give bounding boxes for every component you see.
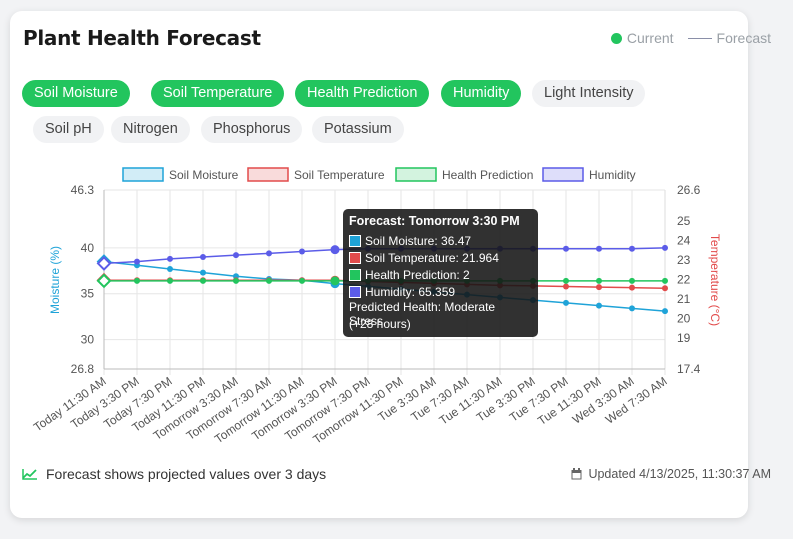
legend-forecast-label: Forecast xyxy=(716,30,771,46)
data-point xyxy=(629,277,635,284)
tooltip-health-note: Predicted Health: Moderate Stress xyxy=(349,300,496,328)
tooltip-swatch xyxy=(349,268,361,281)
y-axis-left-title: Moisture (%) xyxy=(48,246,62,314)
current-forecast-legend: Current Forecast xyxy=(610,30,771,46)
data-point xyxy=(596,302,602,309)
hovered-point xyxy=(330,276,340,286)
data-point xyxy=(563,245,569,252)
tooltip-row-text: Humidity: 65.359 xyxy=(365,284,456,299)
forecast-note-text: Forecast shows projected values over 3 d… xyxy=(46,466,327,482)
data-point xyxy=(167,265,173,272)
data-point xyxy=(200,269,206,276)
legend-current-label: Current xyxy=(626,30,674,46)
legend-forecast: Forecast xyxy=(687,30,771,46)
legend-label: Humidity xyxy=(589,168,636,182)
tooltip-row-text: Soil Temperature: 21.964 xyxy=(365,250,499,265)
legend-swatch xyxy=(395,167,437,182)
right-tick-label: 23 xyxy=(677,253,691,267)
page-title: Plant Health Forecast xyxy=(23,26,261,50)
data-point xyxy=(266,277,272,284)
chip-light-intensity[interactable]: Light Intensity xyxy=(532,80,646,107)
legend-label: Health Prediction xyxy=(442,168,533,182)
left-tick-label: 35 xyxy=(81,287,95,301)
chip-health-prediction[interactable]: Health Prediction xyxy=(295,80,430,107)
chart-tooltip: Forecast: Tomorrow 3:30 PM Soil Moisture… xyxy=(343,209,538,337)
data-point xyxy=(299,248,305,255)
right-tick-label: 24 xyxy=(677,234,691,248)
legend-swatch xyxy=(247,167,289,182)
forecast-note: Forecast shows projected values over 3 d… xyxy=(22,466,326,482)
data-point xyxy=(266,250,272,257)
legend-label: Soil Moisture xyxy=(169,168,239,182)
data-point xyxy=(563,283,569,290)
right-tick-label: 20 xyxy=(677,311,691,325)
data-point xyxy=(662,244,668,251)
right-tick-label: 22 xyxy=(677,273,691,287)
tooltip-row-soil-temperature: Soil Temperature: 21.964 xyxy=(349,249,532,266)
tooltip-row-soil-moisture: Soil Moisture: 36.47 xyxy=(349,232,532,249)
data-point xyxy=(200,277,206,284)
tooltip-swatch xyxy=(349,285,361,298)
current-dot-icon xyxy=(610,32,622,44)
data-point xyxy=(167,277,173,284)
hovered-point xyxy=(330,245,340,255)
data-point xyxy=(596,245,602,252)
y-axis-right-title: Temperature (°C) xyxy=(708,234,722,326)
calendar-icon xyxy=(571,468,582,480)
legend-current: Current xyxy=(610,30,674,46)
updated-text: Updated 4/13/2025, 11:30:37 AM xyxy=(588,467,771,481)
data-point xyxy=(662,285,668,292)
legend-swatch xyxy=(122,167,164,182)
data-point xyxy=(629,305,635,312)
left-tick-label: 26.8 xyxy=(71,362,95,376)
tooltip-row-text: Soil Moisture: 36.47 xyxy=(365,233,472,248)
right-tick-label: 21 xyxy=(677,292,691,306)
current-value-marker xyxy=(96,273,112,289)
data-point xyxy=(629,245,635,252)
tooltip-row-health-prediction: Health Prediction: 2 xyxy=(349,266,532,283)
data-point xyxy=(233,277,239,284)
chip-nitrogen[interactable]: Nitrogen xyxy=(111,116,190,143)
chip-potassium[interactable]: Potassium xyxy=(312,116,404,143)
data-point xyxy=(662,277,668,284)
chip-soil-temperature[interactable]: Soil Temperature xyxy=(151,80,285,107)
legend-label: Soil Temperature xyxy=(294,168,385,182)
tooltip-swatch xyxy=(349,234,361,247)
data-point xyxy=(629,284,635,291)
data-point xyxy=(662,308,668,315)
tooltip-row-text: Health Prediction: 2 xyxy=(365,267,470,282)
data-point xyxy=(563,277,569,284)
data-point xyxy=(167,255,173,262)
data-point xyxy=(299,277,305,284)
updated-timestamp: Updated 4/13/2025, 11:30:37 AM xyxy=(571,467,771,481)
data-point xyxy=(134,277,140,284)
data-point xyxy=(563,299,569,306)
chip-phosphorus[interactable]: Phosphorus xyxy=(201,116,303,143)
right-tick-label: 26.6 xyxy=(677,183,701,197)
tooltip-swatch xyxy=(349,251,361,264)
left-tick-label: 40 xyxy=(81,241,95,255)
tooltip-row-humidity: Humidity: 65.359 xyxy=(349,283,532,300)
right-tick-label: 19 xyxy=(677,331,691,345)
chip-humidity[interactable]: Humidity xyxy=(441,80,522,107)
left-tick-label: 30 xyxy=(81,333,95,347)
data-point xyxy=(200,254,206,261)
trend-chart-icon xyxy=(22,469,37,480)
left-tick-label: 46.3 xyxy=(71,183,95,197)
current-value-marker xyxy=(96,256,112,271)
right-tick-label: 25 xyxy=(677,214,691,228)
data-point xyxy=(233,252,239,259)
legend-swatch xyxy=(542,167,584,182)
data-point xyxy=(134,258,140,265)
right-tick-label: 17.4 xyxy=(677,362,701,376)
data-point xyxy=(596,284,602,291)
tooltip-hours-note: (+28 hours) xyxy=(349,317,411,331)
forecast-dash-icon xyxy=(687,37,712,39)
chip-soil-moisture[interactable]: Soil Moisture xyxy=(22,80,130,107)
tooltip-title: Forecast: Tomorrow 3:30 PM xyxy=(349,214,520,228)
data-point xyxy=(596,277,602,284)
chip-soil-ph[interactable]: Soil pH xyxy=(33,116,104,143)
